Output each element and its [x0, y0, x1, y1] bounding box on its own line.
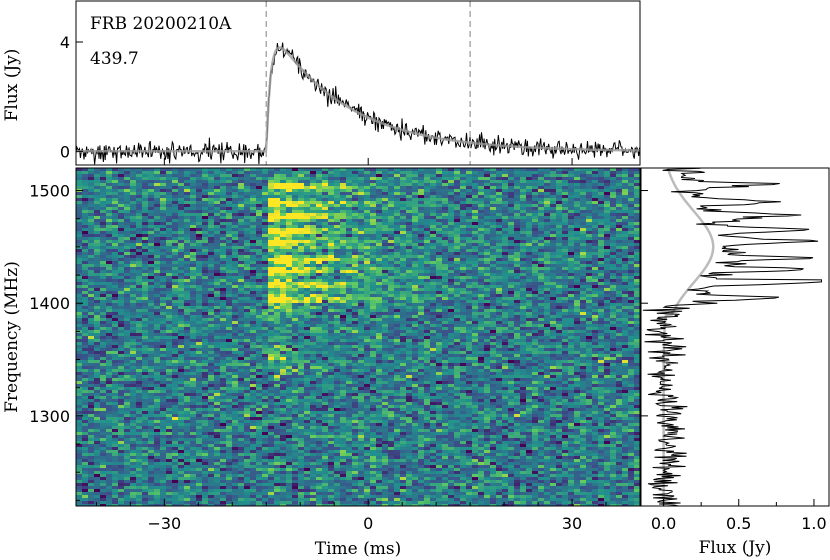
heatmap-xticks: −30 0 30 — [95, 158, 641, 533]
time-series-panel: 04 FRB 20200210A 439.7 Flux (Jy) — [2, 0, 641, 166]
spectrum-frame — [640, 167, 830, 507]
time-series-plot-area — [76, 1, 640, 165]
heatmap-yticks: 1300 1400 1500 — [29, 182, 83, 501]
dynamic-spectrum-panel: −30 0 30 1300 1400 1500 Time (ms) Frequency … — [2, 158, 641, 559]
spectrum-xticks: 0.0 0.5 1.0 — [641, 190, 827, 533]
heatmap-xlabel: Time (ms) — [315, 539, 401, 559]
heatmap-ytick-label: 1400 — [29, 294, 70, 313]
frb-value-label: 439.7 — [90, 49, 139, 69]
spectrum-xtick-label: 0.0 — [651, 514, 676, 533]
heatmap-xtick-label: 0 — [363, 514, 373, 533]
spectrum-xlabel: Flux (Jy) — [699, 538, 772, 558]
heatmap-ytick-label: 1500 — [29, 182, 70, 201]
spectrum-model-line — [662, 168, 715, 506]
time-series-model-line — [76, 46, 640, 153]
spectrum-plot-area — [642, 168, 822, 506]
spectrum-panel: 0.0 0.5 1.0 Flux (Jy) — [640, 167, 830, 558]
time-series-ylabel: Flux (Jy) — [2, 49, 22, 122]
spectrum-xtick-label: 1.0 — [801, 514, 826, 533]
time-series-frame — [75, 0, 641, 166]
time-series-ytick-label: 4 — [60, 33, 70, 52]
heatmap-frame — [75, 167, 641, 507]
time-series-yticks: 04 — [60, 33, 83, 161]
heatmap-ytick-label: 1300 — [29, 407, 70, 426]
time-series-ytick-label: 0 — [60, 142, 70, 161]
spectrum-xtick-label: 0.5 — [726, 514, 751, 533]
spectrum-data-line — [642, 168, 822, 506]
heatmap-xtick-label: −30 — [147, 514, 181, 533]
heatmap-xtick-label: 30 — [562, 514, 582, 533]
heatmap-ylabel: Frequency (MHz) — [2, 261, 22, 413]
time-series-data-line — [76, 42, 640, 165]
frb-name-label: FRB 20200210A — [90, 14, 232, 34]
dynamic-spectrum-image — [76, 168, 640, 506]
